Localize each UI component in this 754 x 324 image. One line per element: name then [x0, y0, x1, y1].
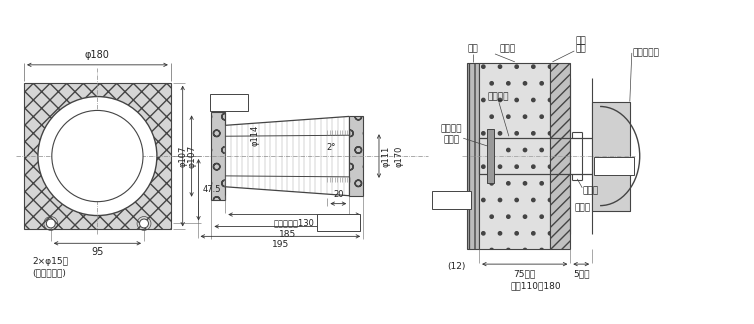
Bar	[349, 116, 363, 196]
Text: パイプ用
ファン: パイプ用 ファン	[441, 124, 462, 144]
Text: 屋外フード: 屋外フード	[633, 49, 660, 57]
Text: φ170: φ170	[395, 145, 404, 167]
Text: 屋内側: 屋内側	[221, 98, 238, 107]
Text: 75以上: 75以上	[513, 269, 536, 278]
Text: 47.5: 47.5	[203, 185, 221, 194]
Circle shape	[52, 110, 143, 202]
Text: (電源引出口): (電源引出口)	[32, 268, 66, 277]
Text: 断熱材: 断熱材	[500, 44, 516, 53]
Text: 20: 20	[333, 190, 344, 199]
Circle shape	[38, 97, 157, 215]
Text: 2°: 2°	[326, 143, 336, 152]
Text: φ114: φ114	[250, 125, 259, 146]
Text: 壁厕110～180: 壁厕110～180	[510, 281, 561, 290]
Text: 内壁: 内壁	[467, 44, 479, 53]
Text: ナット: ナット	[582, 186, 599, 195]
Text: 2×φ15穴: 2×φ15穴	[32, 257, 68, 266]
Text: 有効ネジ部130: 有効ネジ部130	[274, 218, 314, 227]
FancyBboxPatch shape	[431, 191, 471, 209]
Text: φ107: φ107	[188, 145, 197, 168]
Bar	[550, 63, 570, 249]
Text: 185: 185	[279, 230, 296, 239]
Text: 5以上: 5以上	[573, 269, 590, 278]
Bar	[592, 101, 630, 211]
FancyBboxPatch shape	[210, 94, 248, 111]
Bar	[479, 63, 550, 249]
Text: 外壁: 外壁	[575, 36, 586, 45]
FancyBboxPatch shape	[317, 214, 360, 231]
Text: 95: 95	[91, 247, 103, 257]
Text: 通気層: 通気層	[575, 203, 590, 212]
Bar	[24, 83, 171, 229]
Text: 屋外側: 屋外側	[443, 195, 459, 204]
Bar	[487, 129, 494, 183]
Text: スリーブ: スリーブ	[487, 93, 508, 101]
FancyBboxPatch shape	[594, 157, 634, 175]
Bar	[467, 63, 479, 249]
Text: 屋外側: 屋外側	[606, 161, 622, 170]
Text: 195: 195	[271, 240, 289, 249]
Text: φ107: φ107	[179, 145, 188, 167]
Text: (12): (12)	[447, 261, 465, 271]
Text: φ180: φ180	[85, 50, 110, 60]
Text: 合板: 合板	[575, 44, 586, 53]
Circle shape	[46, 219, 55, 228]
Text: φ111: φ111	[382, 145, 391, 167]
Circle shape	[139, 219, 149, 228]
Bar	[211, 112, 225, 200]
Text: 屋外側: 屋外側	[330, 218, 346, 227]
